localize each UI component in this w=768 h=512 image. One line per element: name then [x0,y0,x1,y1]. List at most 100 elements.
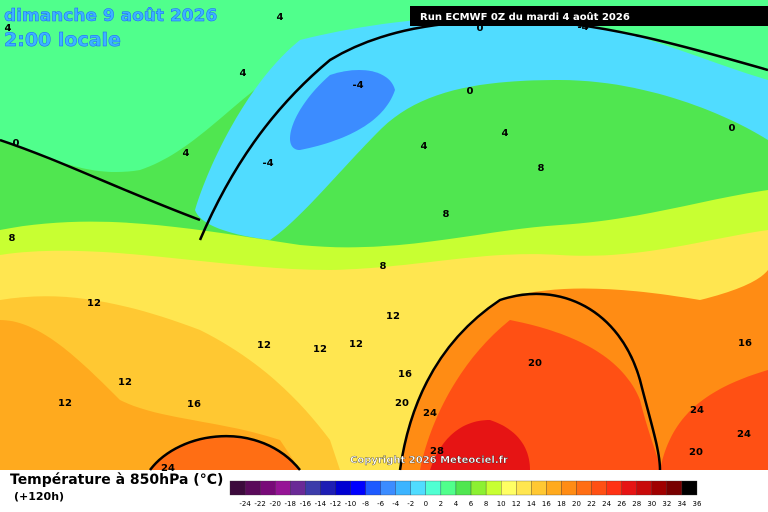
legend-subtitle: (+120h) [14,490,64,503]
contour-label: 16 [398,369,412,380]
colorbar-label: 16 [542,500,551,508]
contour-label: -4 [352,80,363,91]
colorbar-label: -2 [407,500,414,508]
contour-label: 12 [386,311,400,322]
contour-label: 4 [502,128,509,139]
colorbar-label: 36 [693,500,702,508]
contour-label: 0 [477,23,484,34]
contour-label: 4 [421,141,428,152]
contour-label: -4 [262,158,273,169]
contour-label: 20 [689,447,703,458]
colorbar-label: 6 [469,500,474,508]
zone-minus4 [290,70,395,150]
colorbar-swatch [244,480,261,496]
colorbar-swatch [576,480,592,496]
contour-label: 8 [443,209,450,220]
contour-label: 8 [538,163,545,174]
colorbar-label: -6 [377,500,385,508]
contour-label: 12 [313,344,327,355]
contour-label: 16 [187,399,201,410]
contour-label: 24 [161,463,175,474]
contour-label: 4 [277,12,284,23]
colorbar-swatch [531,480,547,496]
colorbar-label: -14 [315,500,327,508]
colorbar-swatch [606,480,622,496]
contour-label: 4 [240,68,247,79]
colorbar-label: 12 [512,500,521,508]
colorbar-label: 10 [497,500,506,508]
colorbar-label: 8 [484,500,488,508]
zone-22 [150,436,300,470]
contour-label: 24 [423,408,437,419]
colorbar-label: 0 [424,500,428,508]
colorbar-label: 24 [602,500,611,508]
colorbar-label: 2 [439,500,443,508]
colorbar-swatch [320,480,336,496]
run-label: Run ECMWF 0Z du mardi 4 août 2026 [420,11,630,23]
contour-line [0,138,662,471]
zone-18 [0,320,300,470]
colorbar-swatch [440,480,457,496]
colorbar-swatch [470,480,487,496]
colorbar-label: -22 [254,500,265,508]
copyright: Copyright 2026 Meteociel.fr [350,455,508,466]
contour-label: 20 [528,358,542,369]
colorbar-label: 4 [454,500,459,508]
colorbar-swatch [380,480,396,496]
colorbar-swatch [335,480,351,496]
colorbar-label: 34 [677,500,686,508]
contour-label: 28 [430,446,444,457]
colorbar-label: 20 [572,500,581,508]
colorbar-swatch [365,480,381,496]
colorbar-swatch [395,480,411,496]
colorbar-swatch [410,480,426,496]
colorbar-swatch [485,480,502,496]
colorbar-swatch [666,480,683,496]
contour-label: 0 [13,138,20,149]
colorbar-label: -18 [285,500,296,508]
colorbar-swatch [681,480,698,496]
contour-line [198,18,768,241]
colorbar-swatch [305,480,321,496]
colorbar-swatch [275,480,291,496]
colorbar-swatch [561,480,577,496]
contour-label: 12 [118,377,132,388]
contour-label: 8 [380,261,387,272]
colorbar-label: -12 [330,500,341,508]
legend-title: Température à 850hPa (°C) [10,472,223,488]
colorbar-label: 26 [617,500,626,508]
colorbar-swatch [425,480,442,496]
colorbar-label: 14 [527,500,536,508]
colorbar-swatch [546,480,562,496]
zone-28 [430,420,530,470]
contour-label: 4 [183,148,190,159]
colorbar-swatch [229,480,246,496]
colorbar-swatch [501,480,517,496]
colorbar-label: 28 [632,500,641,508]
colorbar-swatch [350,480,366,496]
colorbar-swatch [636,480,652,496]
contour-label: 12 [349,339,363,350]
colorbar-swatch [651,480,668,496]
colorbar-label: -4 [392,500,400,508]
contour-label: 20 [395,398,409,409]
colorbar-label: -24 [239,500,251,508]
colorbar-swatch [516,480,532,496]
colorbar-swatch [591,480,607,496]
colorbar-label: 30 [647,500,656,508]
contour-label: 24 [690,405,704,416]
zone-0 [195,16,768,241]
colorbar-swatch [259,480,276,496]
contour-label: -4 [577,22,588,33]
colorbar-swatch [621,480,637,496]
colorbar-label: 32 [662,500,671,508]
contour-label: 12 [257,340,271,351]
contour-label: 12 [87,298,101,309]
colorbar-label: -16 [300,500,312,508]
map-title: dimanche 9 août 2026 [4,6,217,26]
contour-label: 4 [5,23,12,34]
colorbar-label: 18 [557,500,566,508]
contour-label: 8 [9,233,16,244]
